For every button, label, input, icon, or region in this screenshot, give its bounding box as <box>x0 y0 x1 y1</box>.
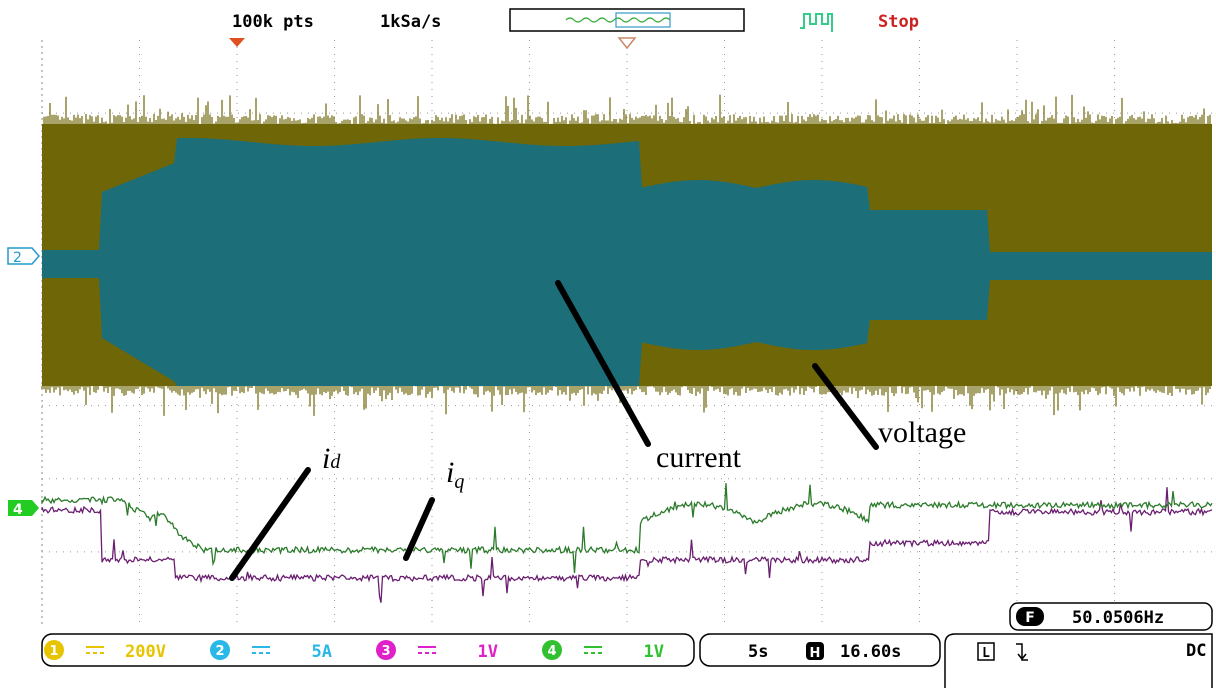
sample-rate: 1kSa/s <box>380 12 441 32</box>
channel-number: 4 <box>547 644 556 659</box>
frequency-icon: F <box>1025 610 1035 626</box>
channel-number: 3 <box>381 644 390 659</box>
id-main: i <box>322 442 330 475</box>
channel-2-marker-label: 2 <box>13 250 22 266</box>
run-state: Stop <box>878 12 919 32</box>
iq-main: i <box>446 456 454 489</box>
current-label: current <box>656 441 742 474</box>
channel-scale: 1V <box>644 642 664 662</box>
iq-sub: q <box>454 471 464 493</box>
id-sub: d <box>330 451 341 473</box>
channel-scale: 1V <box>478 642 498 662</box>
channel-scale: 200V <box>125 642 166 662</box>
timebase-scale: 5s <box>748 642 768 662</box>
voltage-label: voltage <box>878 416 966 449</box>
channel-number: 1 <box>49 644 58 659</box>
trigger-coupling: DC <box>1186 641 1206 661</box>
timebase-icon: H <box>810 646 821 661</box>
channel-4-marker-label: 4 <box>13 502 23 518</box>
channel-number: 2 <box>215 644 224 659</box>
trigger-mode: L <box>982 646 990 661</box>
frequency-value: 50.0506Hz <box>1072 608 1164 628</box>
trigger-box <box>945 634 1212 688</box>
memory-depth: 100k pts <box>232 12 314 32</box>
channel-scale: 5A <box>312 642 332 662</box>
oscilloscope-screen: 100k pts 1kSa/s Stop 2 4 current voltage… <box>0 0 1216 688</box>
page: 100k pts 1kSa/s Stop 2 4 current voltage… <box>0 0 1216 688</box>
timebase-position: 16.60s <box>840 642 901 662</box>
